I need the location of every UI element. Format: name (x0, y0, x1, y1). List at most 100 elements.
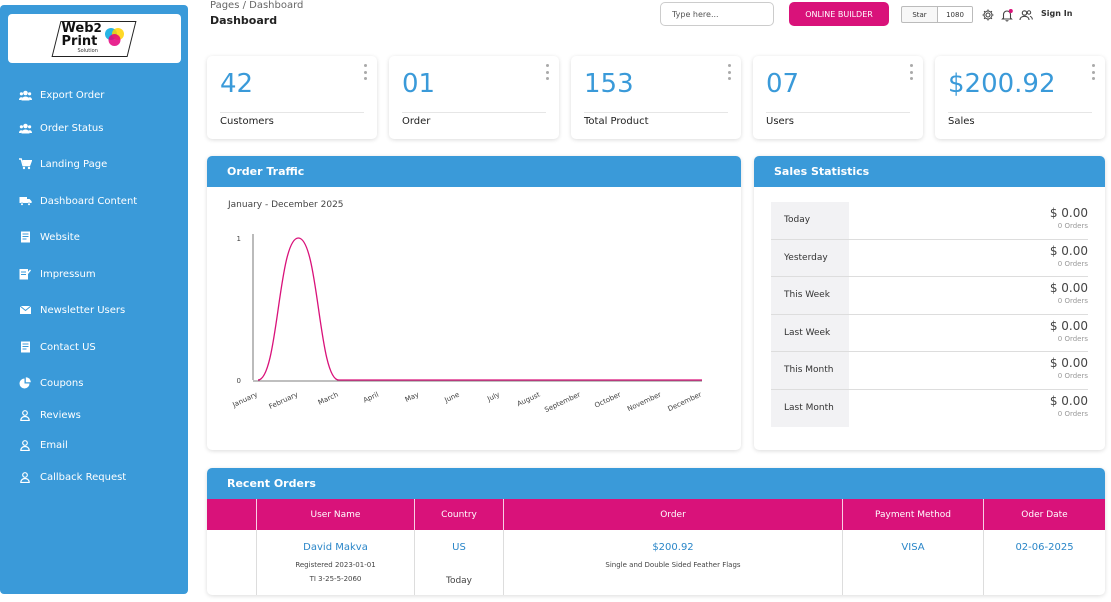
order-traffic-panel: Order Traffic January - December 2025 0 1… (207, 156, 741, 450)
sidebar-item-label: Contact US (40, 341, 96, 353)
bell-icon[interactable] (1000, 7, 1014, 22)
x-tick-label: April (362, 391, 380, 405)
table-cell-date: 02-06-2025 (984, 530, 1105, 595)
sign-in-link[interactable]: Sign In (1041, 9, 1073, 18)
x-tick-label: June (443, 391, 461, 405)
sidebar-item-order-status[interactable]: Order Status (18, 118, 103, 138)
sales-stat-list: Today $ 0.00 0 Orders Yesterday $ 0.00 0… (771, 202, 1088, 427)
table-cell-empty (207, 530, 257, 595)
github-star-button[interactable]: Star 1080 (901, 6, 973, 23)
users-icon (18, 121, 32, 135)
page-title: Dashboard (210, 14, 278, 27)
kebab-menu-icon[interactable] (728, 64, 732, 80)
amount: $ 0.00 (1049, 356, 1088, 370)
stat-value: $200.92 (948, 69, 1056, 99)
amount: $ 0.00 (1049, 318, 1088, 333)
x-tick-label: February (268, 391, 300, 411)
kebab-menu-icon[interactable] (546, 64, 550, 80)
stat-value: 01 (402, 69, 436, 99)
sidebar-item-reviews[interactable]: Reviews (18, 405, 81, 425)
star-label: Star (902, 7, 938, 22)
column-header-order-date[interactable]: Oder Date (1021, 509, 1068, 520)
x-tick-label: November (626, 391, 662, 414)
sidebar-item-email[interactable]: Email (18, 435, 68, 455)
user-name-link[interactable]: David Makva (303, 542, 368, 553)
column-header-country[interactable]: Country (415, 499, 504, 530)
sidebar-item-impressum[interactable]: Impressum (18, 264, 96, 284)
sidebar-item-label: Landing Page (40, 158, 108, 170)
stat-label: Users (766, 116, 795, 127)
registered-date: Registered 2023-01-01 (295, 561, 376, 569)
breadcrumb[interactable]: Pages / Dashboard (210, 0, 304, 11)
sales-stat-row: Last Week $ 0.00 0 Orders (771, 314, 1088, 352)
cmyk-circles-icon (104, 27, 124, 46)
country-subtext: Today (445, 576, 473, 586)
brand-logo: Web2 Print Solution (51, 19, 136, 59)
sales-stat-row: Last Month $ 0.00 0 Orders (771, 389, 1088, 427)
gear-icon[interactable] (981, 7, 995, 21)
amount: $ 0.00 (1049, 243, 1088, 258)
sidebar-item-label: Impressum (40, 268, 96, 280)
person-icon (18, 438, 32, 452)
sidebar-item-contact-us[interactable]: Contact US (18, 337, 96, 357)
period-label: Last Week (771, 314, 849, 351)
sidebar-item-coupons[interactable]: Coupons (18, 373, 83, 393)
table-cell-payment: VISA (843, 530, 984, 595)
stat-label: Total Product (584, 116, 649, 127)
kebab-menu-icon[interactable] (1092, 64, 1096, 80)
panel-title: Recent Orders (207, 468, 1105, 499)
table-row[interactable]: David Makva Registered 2023-01-01 TI 3-2… (207, 530, 1105, 595)
sidebar-item-newsletter-users[interactable]: Newsletter Users (18, 300, 125, 320)
sales-stat-row: Today $ 0.00 0 Orders (771, 202, 1088, 240)
kebab-menu-icon[interactable] (910, 64, 914, 80)
sidebar-item-dashboard-content[interactable]: Dashboard Content (18, 191, 137, 211)
chart-subtitle: January - December 2025 (228, 200, 344, 210)
cart-icon (18, 157, 32, 171)
x-tick-label: July (485, 391, 501, 404)
amount: $ 0.00 (1049, 281, 1088, 295)
country-code: US (452, 542, 466, 553)
period-label: Last Month (771, 389, 849, 427)
order-count: 0 Orders (1057, 334, 1088, 343)
table-cell-country: US Today (415, 530, 504, 595)
sales-statistics-panel: Sales Statistics Today $ 0.00 0 Orders Y… (754, 156, 1105, 450)
sidebar-item-label: Coupons (40, 377, 84, 389)
column-header-order[interactable]: Order (504, 499, 843, 530)
stat-card-total-product: 153 Total Product (571, 56, 741, 139)
sidebar-item-label: Dashboard Content (40, 195, 138, 207)
sidebar-item-label: Export Order (40, 89, 105, 101)
period-label: This Week (771, 277, 849, 314)
stat-label: Customers (220, 116, 274, 127)
table-cell-user: David Makva Registered 2023-01-01 TI 3-2… (257, 530, 415, 595)
users-icon (18, 88, 32, 102)
column-header-user-name[interactable]: User Name (257, 499, 415, 530)
edit-document-icon (18, 267, 32, 281)
kebab-menu-icon[interactable] (364, 64, 368, 80)
users-icon[interactable] (1019, 7, 1033, 21)
search-input[interactable] (660, 2, 774, 26)
sidebar-item-label: Reviews (40, 409, 81, 421)
series-line (257, 237, 702, 381)
period-label: Yesterday (771, 239, 849, 276)
order-amount[interactable]: $200.92 (652, 542, 694, 553)
sales-stat-row: This Week $ 0.00 0 Orders (771, 277, 1088, 315)
sidebar-item-label: Newsletter Users (40, 304, 126, 316)
table-cell-order: $200.92 Single and Double Sided Feather … (504, 530, 843, 595)
star-count: 1080 (938, 7, 972, 22)
x-tick-label: January (230, 391, 258, 410)
order-count: 0 Orders (1057, 409, 1088, 418)
sales-stat-row: Yesterday $ 0.00 0 Orders (771, 239, 1088, 277)
online-builder-button[interactable]: ONLINE BUILDER (789, 2, 889, 26)
document-icon (18, 340, 32, 354)
sidebar-item-landing-page[interactable]: Landing Page (18, 154, 107, 174)
sidebar-item-website[interactable]: Website (18, 227, 80, 247)
sidebar-item-export-order[interactable]: Export Order (18, 85, 104, 105)
sidebar-item-callback-request[interactable]: Callback Request (18, 467, 126, 487)
column-header-payment-method[interactable]: Payment Method (843, 499, 984, 530)
truck-icon (18, 194, 32, 208)
logo-box[interactable]: Web2 Print Solution (8, 14, 181, 63)
panel-title: Sales Statistics (754, 156, 1105, 187)
sidebar-item-label: Website (40, 231, 80, 243)
stat-value: 07 (766, 69, 800, 99)
sidebar-item-label: Email (40, 439, 68, 451)
